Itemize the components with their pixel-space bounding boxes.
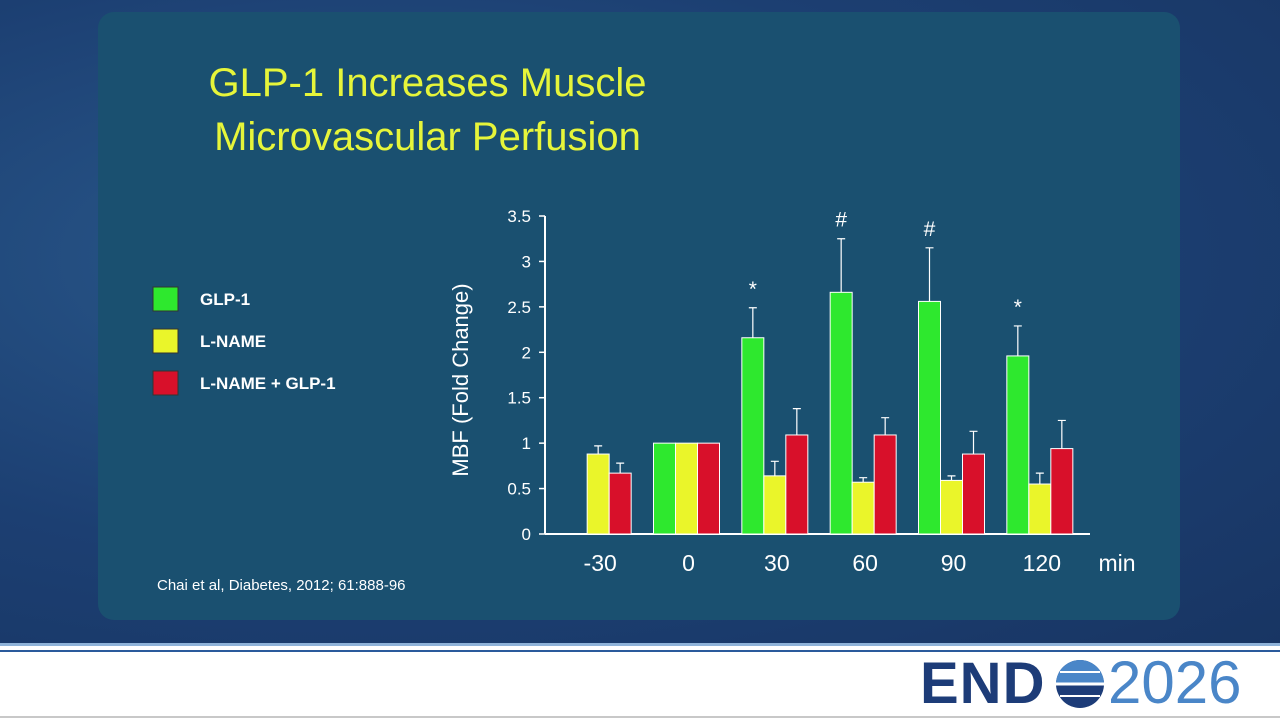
legend-swatch	[152, 370, 179, 396]
error-bar	[947, 475, 956, 481]
x-tick-label: 60	[852, 550, 878, 576]
bar	[873, 434, 897, 535]
bottom-line	[0, 716, 1280, 718]
slide-title: GLP-1 Increases Muscle Microvascular Per…	[208, 61, 647, 159]
error-bar	[616, 462, 625, 474]
bar	[608, 472, 632, 535]
citation: Chai et al, Diabetes, 2012; 61:888-96	[157, 577, 406, 594]
logo-year: 2026	[1108, 649, 1242, 716]
bar	[763, 475, 787, 535]
y-tick-label: 3	[522, 252, 531, 271]
error-bar	[1057, 419, 1066, 449]
annotation: *	[1014, 296, 1022, 319]
bar	[918, 300, 941, 535]
error-bar	[770, 460, 779, 476]
error-bar	[969, 430, 978, 455]
bar	[940, 479, 963, 535]
x-tick-label: 120	[1023, 550, 1061, 576]
error-bar	[1013, 325, 1022, 356]
legend-swatch	[152, 328, 179, 354]
x-tick-label: 90	[941, 550, 967, 576]
y-tick-label: 1	[522, 434, 531, 453]
y-tick-label: 2.5	[507, 298, 531, 317]
bar	[1028, 483, 1052, 535]
y-tick-label: 0	[522, 525, 531, 544]
annotation: *	[749, 278, 757, 301]
bar	[675, 442, 698, 535]
error-bar	[1035, 472, 1044, 485]
x-tick-label: -30	[584, 550, 617, 576]
error-bar	[881, 417, 890, 435]
error-bar	[859, 477, 868, 483]
legend-label: L-NAME + GLP-1	[200, 374, 336, 393]
error-bar	[594, 445, 603, 455]
error-bar	[837, 238, 846, 293]
footer-line	[0, 650, 1280, 652]
bar	[741, 337, 765, 535]
y-axis-label: MBF (Fold Change)	[448, 283, 473, 476]
bar	[1006, 355, 1030, 535]
y-tick-label: 3.5	[507, 207, 531, 226]
error-bar	[925, 247, 934, 302]
annotation: #	[924, 218, 936, 241]
bar	[586, 453, 610, 535]
annotation: #	[835, 209, 847, 232]
legend-swatch	[152, 286, 179, 312]
error-bar	[748, 307, 757, 338]
bar	[829, 291, 853, 535]
bar	[697, 442, 720, 535]
y-tick-label: 1.5	[507, 389, 531, 408]
y-tick-label: 0.5	[507, 480, 531, 499]
legend-label: GLP-1	[200, 290, 250, 309]
y-tick-label: 2	[522, 343, 531, 362]
legend-label: L-NAME	[200, 332, 266, 351]
chart: MBF (Fold Change) 0 0.5 1 1.5 2 2.5 3 3.5 GLP-1 L…	[152, 207, 1136, 576]
x-tick-label: 0	[682, 550, 695, 576]
bar	[962, 453, 985, 535]
bar	[851, 481, 875, 535]
footer	[0, 643, 1280, 723]
logo-text: END	[920, 651, 1046, 716]
bar	[785, 434, 809, 535]
x-unit: min	[1098, 550, 1135, 576]
panel	[98, 12, 1180, 620]
x-tick-label: 30	[764, 550, 790, 576]
error-bar	[792, 408, 801, 435]
bar	[653, 442, 676, 535]
bar	[1050, 448, 1074, 535]
